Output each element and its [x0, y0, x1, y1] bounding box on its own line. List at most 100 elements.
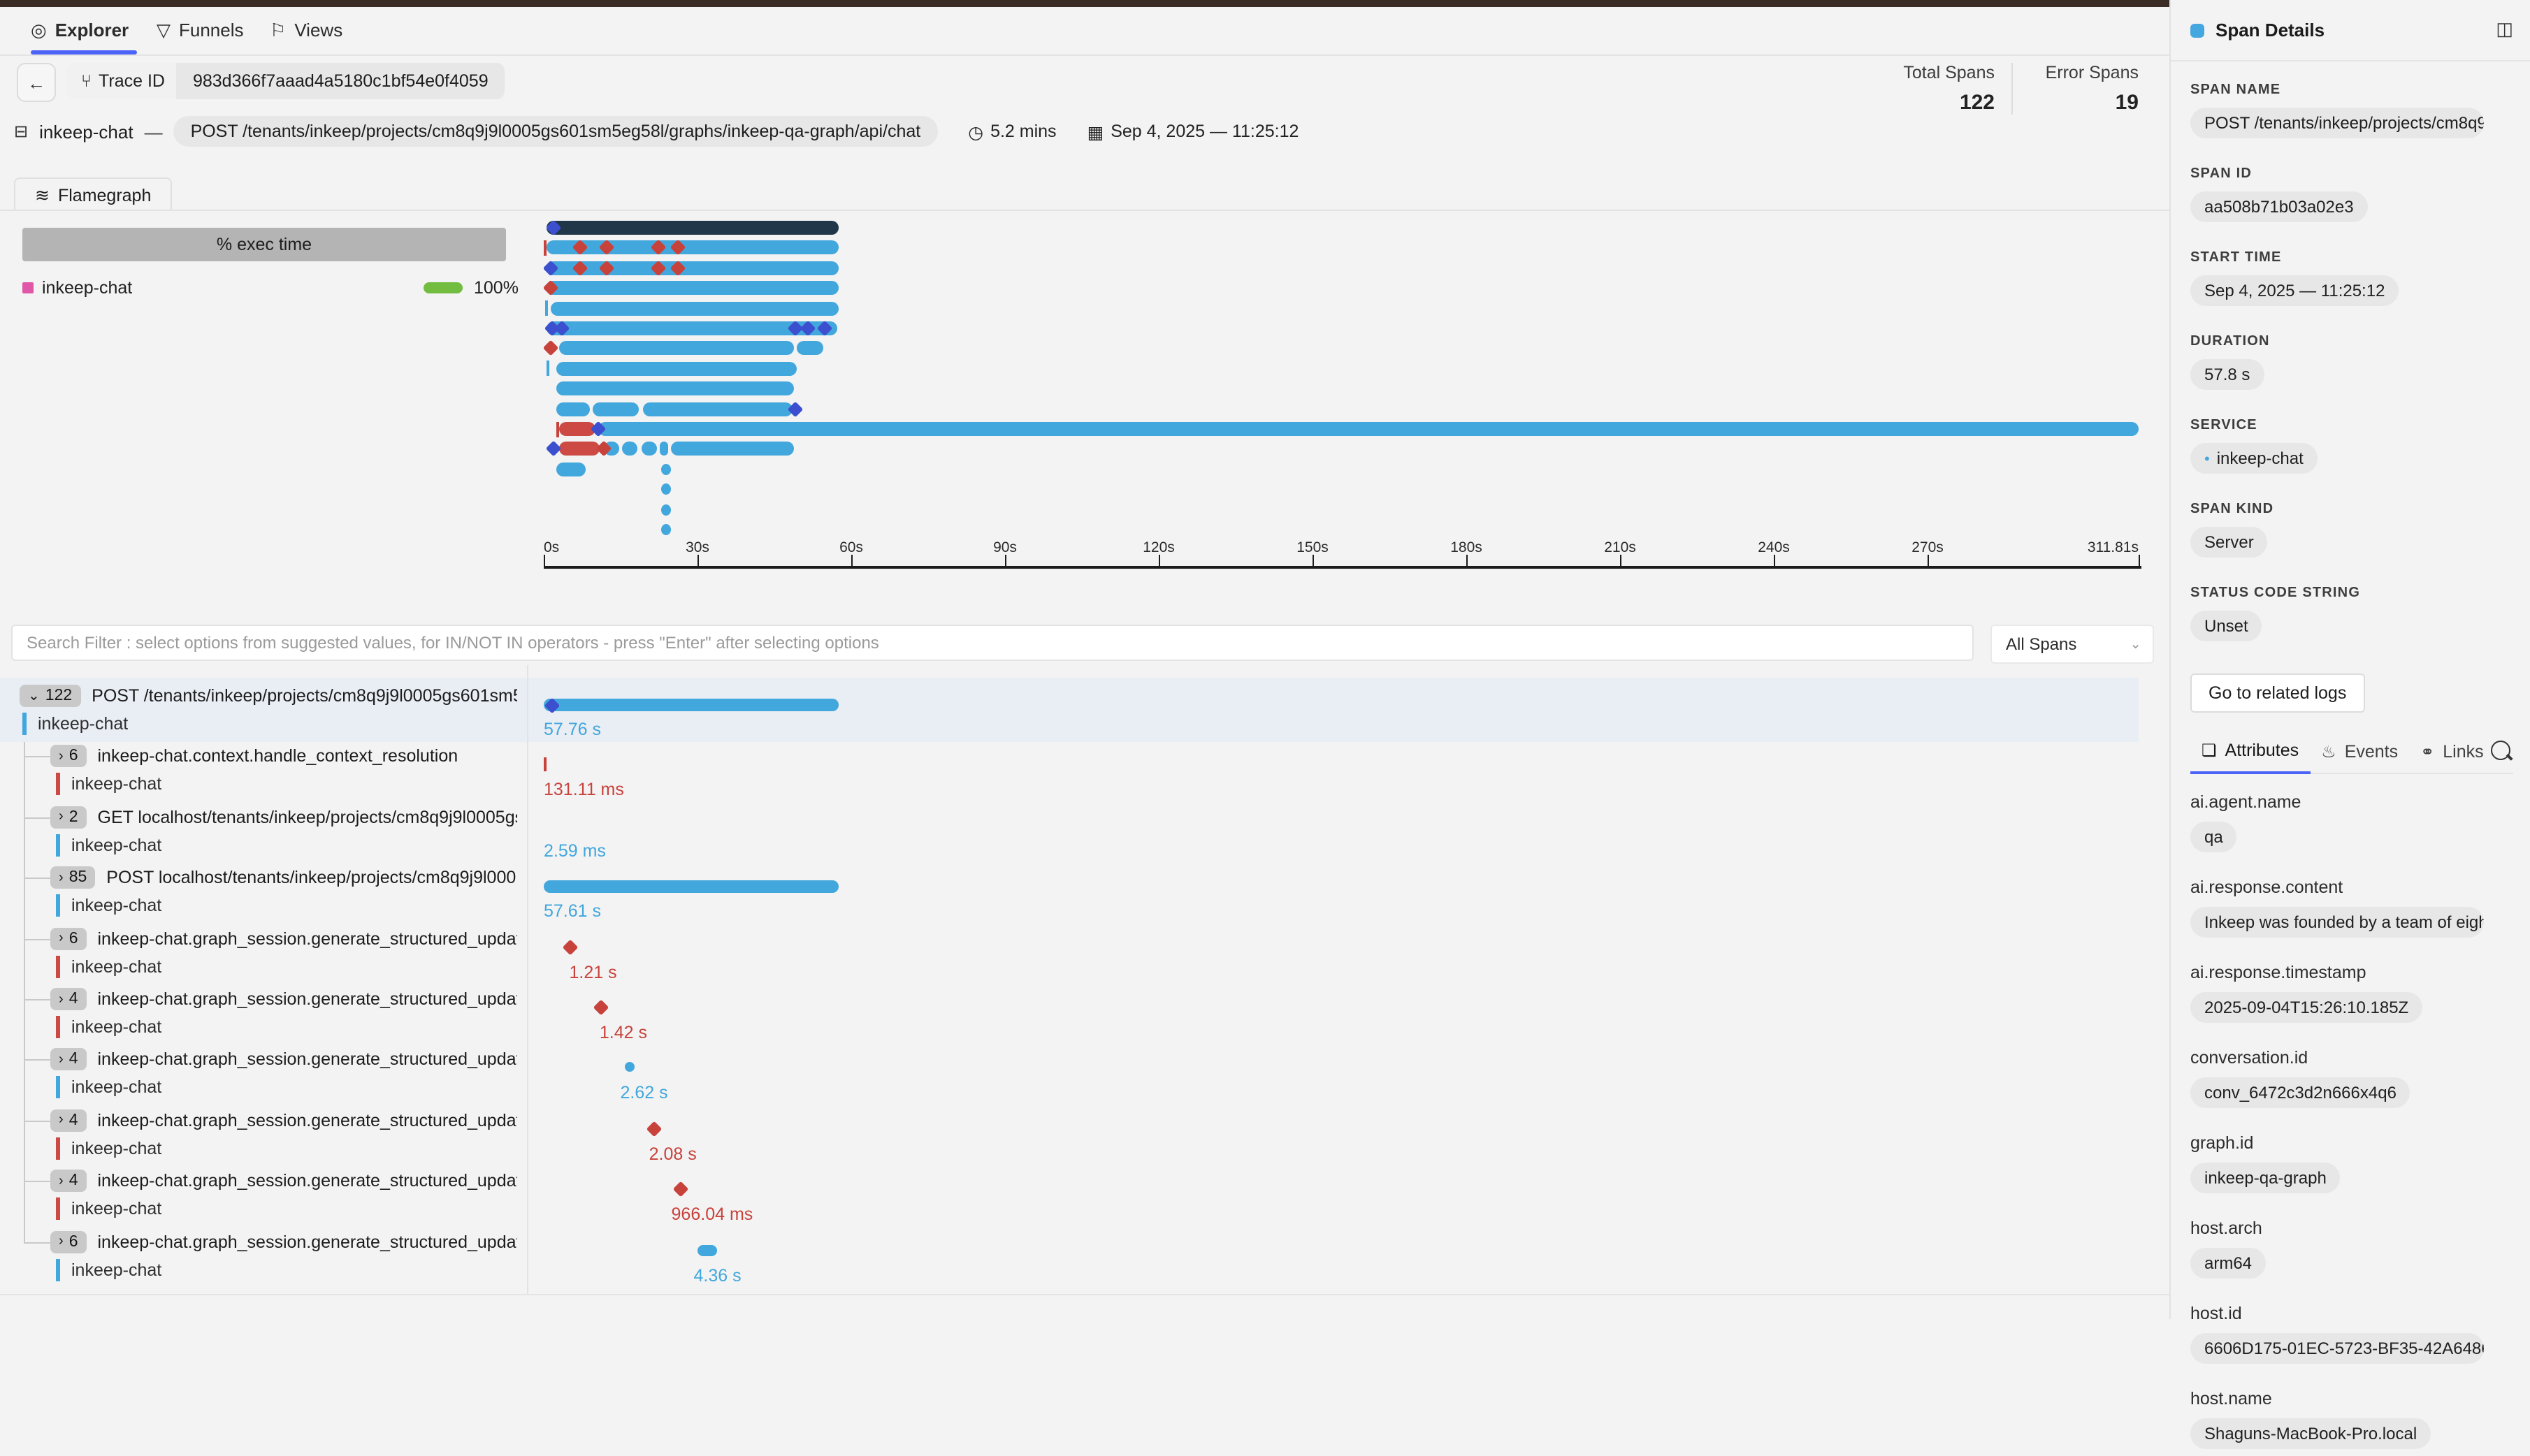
span-row-title[interactable]: › 85 POST localhost/tenants/inkeep/project…	[50, 865, 517, 890]
flame-span-bar[interactable]	[660, 442, 668, 456]
expand-collapse-badge[interactable]: › 85	[50, 866, 96, 889]
span-row-title[interactable]: › 6 inkeep-chat.graph_session.generate_str…	[50, 1229, 517, 1254]
span-dot[interactable]	[625, 1062, 635, 1072]
error-event-diamond[interactable]	[646, 1121, 663, 1137]
tab-views[interactable]: ⚐ Views	[270, 7, 342, 53]
expand-collapse-badge[interactable]: › 2	[50, 806, 87, 829]
detail-field-value[interactable]: POST /tenants/inkeep/projects/cm8q9j...	[2190, 108, 2484, 138]
flame-span-bar[interactable]	[547, 240, 839, 255]
attribute-value[interactable]: conv_6472c3d2n666x4q6	[2190, 1077, 2410, 1108]
detail-field-value[interactable]: Unset	[2190, 611, 2262, 641]
flame-span-bar[interactable]	[797, 341, 823, 356]
span-search-input[interactable]	[11, 625, 1974, 661]
expand-collapse-badge[interactable]: › 6	[50, 745, 87, 768]
tab-attributes[interactable]: ❏ Attributes	[2190, 732, 2311, 774]
detail-field-value[interactable]: Server	[2190, 527, 2268, 558]
span-duration-bar[interactable]	[544, 699, 839, 711]
error-span-tick[interactable]	[544, 757, 547, 772]
attribute-value[interactable]: inkeep-qa-graph	[2190, 1163, 2341, 1193]
span-row-title[interactable]: › 4 inkeep-chat.graph_session.generate_str…	[50, 987, 517, 1012]
attribute-value[interactable]: Inkeep was founded by a team of eigh...	[2190, 907, 2484, 938]
span-duration-bar[interactable]	[544, 880, 839, 894]
flame-span-bar[interactable]	[641, 442, 657, 456]
expand-collapse-badge[interactable]: › 4	[50, 1170, 87, 1193]
back-button[interactable]: ←	[17, 63, 56, 102]
detail-field-value[interactable]: • inkeep-chat	[2190, 443, 2318, 474]
error-event-diamond[interactable]	[672, 1181, 688, 1197]
span-dot[interactable]	[661, 483, 672, 495]
span-row-title[interactable]: › 6 inkeep-chat.context.handle_context_res…	[50, 744, 517, 769]
flame-span-bar[interactable]	[559, 442, 600, 456]
flame-span-bar[interactable]	[547, 321, 837, 335]
event-diamond[interactable]	[546, 441, 563, 458]
go-to-related-logs-button[interactable]: Go to related logs	[2190, 674, 2365, 713]
flame-span-bar[interactable]	[550, 301, 839, 316]
flame-span-bar[interactable]	[593, 402, 639, 416]
tab-flamegraph[interactable]: ≋ Flamegraph	[14, 177, 173, 211]
span-dot[interactable]	[661, 463, 672, 475]
error-event-diamond[interactable]	[592, 999, 609, 1016]
chevron-right-icon: ›	[59, 809, 64, 825]
attribute-value[interactable]: 2025-09-04T15:26:10.185Z	[2190, 992, 2423, 1023]
span-tick[interactable]	[544, 300, 548, 316]
attribute-value[interactable]: arm64	[2190, 1248, 2267, 1279]
chevron-down-icon: ⌄	[28, 688, 40, 704]
span-details-tabs: ❏ Attributes ♨ Events ⚭ Links	[2190, 732, 2513, 774]
expand-collapse-badge[interactable]: › 4	[50, 1048, 87, 1071]
service-legend-row[interactable]: inkeep-chat 100%	[22, 278, 519, 298]
attribute-value[interactable]: 6606D175-01EC-5723-BF35-42A6486...	[2190, 1333, 2484, 1364]
search-icon[interactable]	[2491, 741, 2510, 760]
flame-span-bar[interactable]	[671, 442, 795, 456]
span-row-title[interactable]: ⌄ 122 POST /tenants/inkeep/projects/cm8q9j…	[20, 683, 517, 708]
span-dot[interactable]	[661, 524, 672, 535]
tab-funnels-label: Funnels	[179, 20, 244, 41]
span-tick[interactable]	[544, 240, 547, 256]
span-dot[interactable]	[661, 504, 672, 516]
exec-time-header[interactable]: % exec time	[22, 228, 506, 261]
attribute-value[interactable]: Shaguns-MacBook-Pro.local	[2190, 1418, 2431, 1449]
tab-events[interactable]: ♨ Events	[2310, 733, 2409, 772]
child-span-count: 4	[68, 1172, 78, 1190]
axis-tick-mark	[1774, 555, 1775, 566]
flame-span-bar[interactable]	[559, 422, 595, 436]
detail-field-value[interactable]: aa508b71b03a02e3	[2190, 191, 2368, 222]
trace-id-chip[interactable]: ⑂ Trace ID 983d366f7aaad4a5180c1bf54e0f4…	[67, 63, 505, 99]
error-event-diamond[interactable]	[562, 938, 578, 955]
span-tick[interactable]	[546, 361, 549, 377]
trace-endpoint-pill[interactable]: POST /tenants/inkeep/projects/cm8q9j9l00…	[173, 116, 938, 147]
flame-span-bar[interactable]	[547, 281, 839, 296]
span-scope-select[interactable]: All Spans ⌄	[1990, 625, 2154, 664]
flame-span-bar[interactable]	[559, 341, 795, 356]
span-duration-bar[interactable]	[697, 1244, 718, 1256]
flame-span-bar[interactable]	[556, 402, 591, 416]
span-row-title[interactable]: › 2 GET localhost/tenants/inkeep/projects/…	[50, 805, 517, 830]
flame-span-bar[interactable]	[621, 442, 638, 456]
expand-collapse-badge[interactable]: › 6	[50, 927, 87, 950]
attribute-value[interactable]: qa	[2190, 822, 2237, 852]
span-tick[interactable]	[556, 421, 560, 437]
detail-field-value[interactable]: 57.8 s	[2190, 359, 2264, 390]
tab-funnels[interactable]: ▽ Funnels	[157, 7, 244, 53]
expand-collapse-badge[interactable]: › 4	[50, 1109, 87, 1132]
expand-collapse-badge[interactable]: › 6	[50, 1230, 87, 1253]
span-row-title[interactable]: › 4 inkeep-chat.graph_session.generate_str…	[50, 1047, 517, 1072]
tab-links[interactable]: ⚭ Links	[2409, 733, 2495, 772]
flame-span-bar[interactable]	[547, 221, 839, 235]
tab-explorer[interactable]: ◎ Explorer	[31, 7, 129, 53]
collapse-panel-icon[interactable]: ◫	[2496, 18, 2513, 39]
tree-connector-stub	[24, 999, 50, 1000]
error-event-diamond[interactable]	[542, 340, 558, 357]
flamegraph-canvas[interactable]	[542, 219, 2139, 545]
expand-collapse-badge[interactable]: › 4	[50, 988, 87, 1010]
detail-field-value[interactable]: Sep 4, 2025 — 11:25:12	[2190, 275, 2399, 306]
flame-span-bar[interactable]	[556, 381, 795, 396]
flame-span-bar[interactable]	[598, 422, 2139, 436]
flame-span-bar[interactable]	[547, 261, 839, 275]
span-row-title[interactable]: › 4 inkeep-chat.graph_session.generate_str…	[50, 1168, 517, 1193]
span-row-title[interactable]: › 4 inkeep-chat.graph_session.generate_str…	[50, 1108, 517, 1133]
span-row-title[interactable]: › 6 inkeep-chat.graph_session.generate_str…	[50, 926, 517, 951]
flame-span-bar[interactable]	[556, 361, 797, 376]
expand-collapse-badge[interactable]: ⌄ 122	[20, 685, 81, 707]
flame-span-bar[interactable]	[642, 402, 793, 416]
flame-span-bar[interactable]	[556, 462, 586, 476]
